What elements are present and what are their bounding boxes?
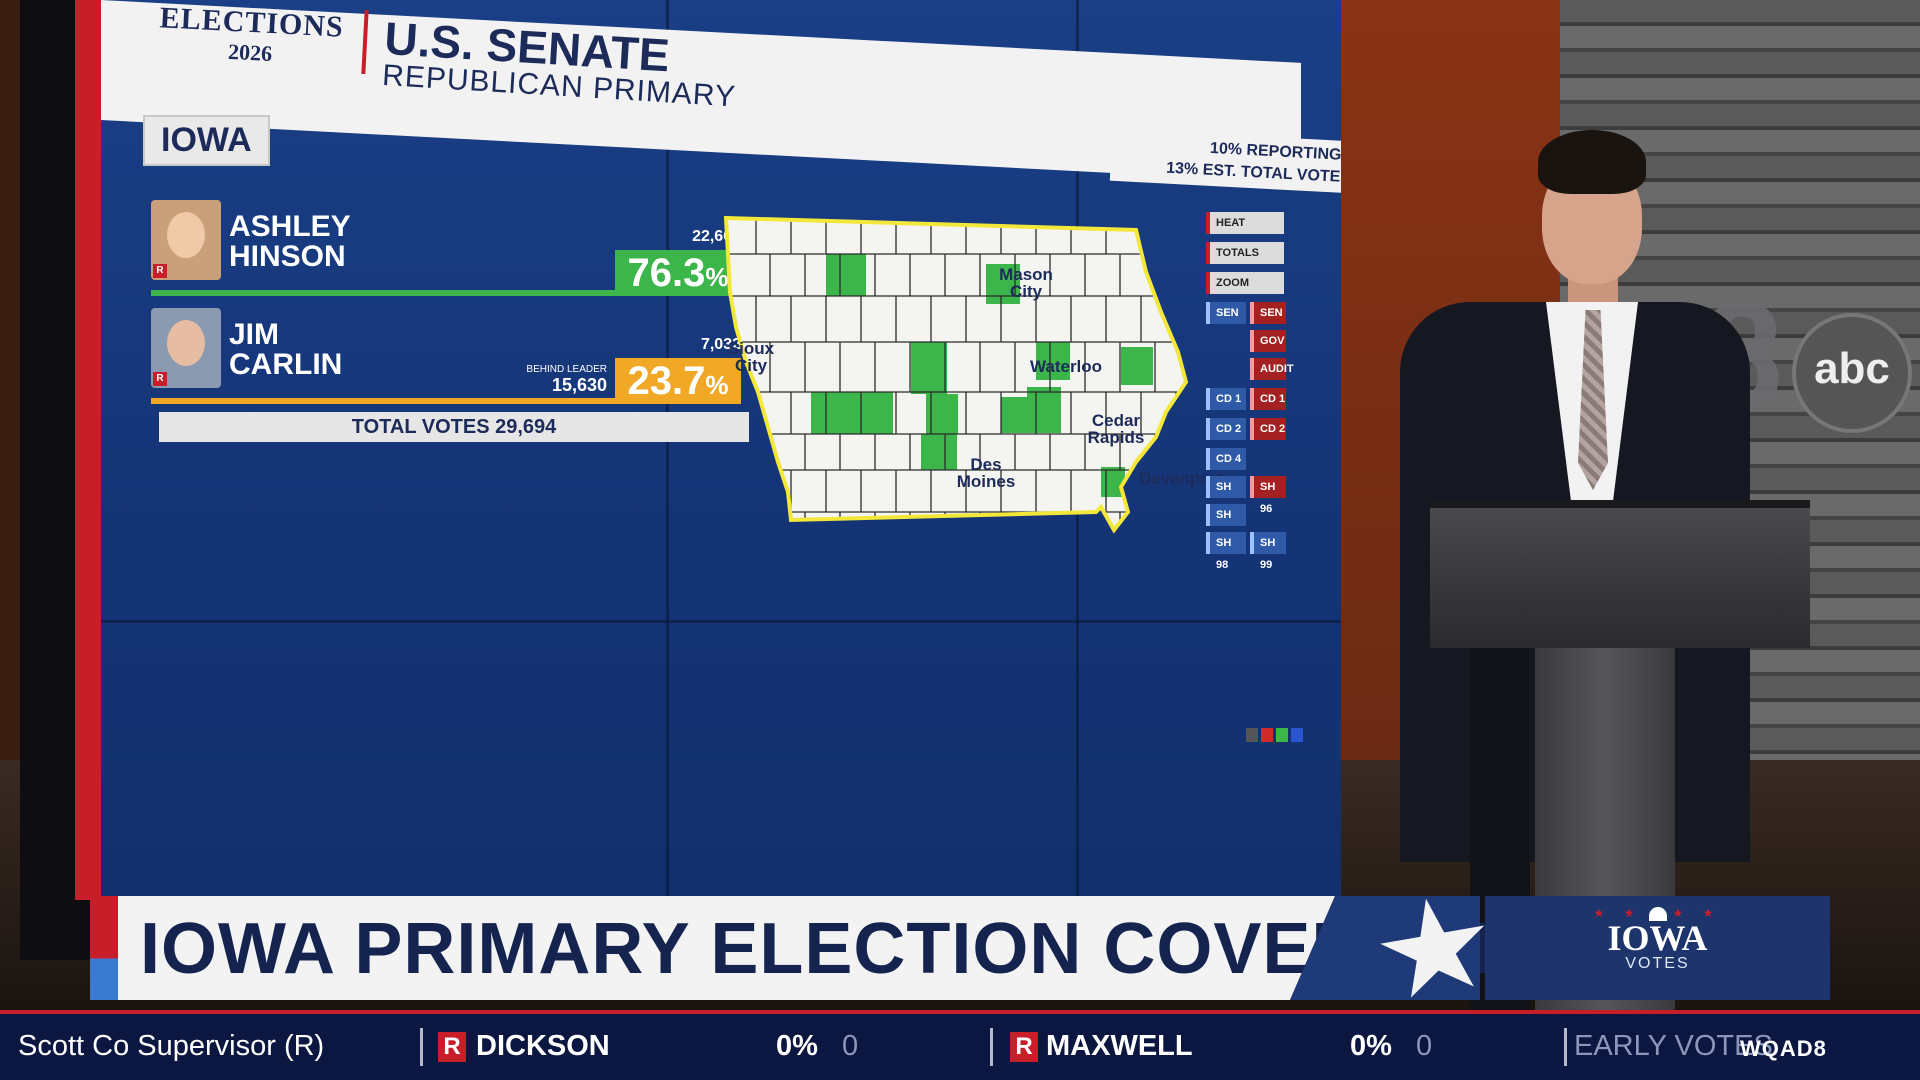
sh96-blue-button[interactable]: SH 96 — [1206, 476, 1246, 515]
candidate-photo: R — [151, 308, 221, 388]
candidate-percent-box: 76.3% — [615, 250, 741, 296]
abc-logo: abc — [1792, 313, 1912, 433]
swatch-blue[interactable] — [1291, 728, 1303, 742]
candidate-last-name: CARLIN — [229, 348, 343, 381]
city-label: Mason City — [999, 265, 1053, 301]
ticker-candidate-votes: 0 — [1416, 1030, 1433, 1062]
lower-third-headline: IOWA PRIMARY ELECTION COVERAGE — [140, 909, 1524, 989]
sh98-button[interactable]: SH 98 — [1206, 532, 1246, 571]
cd1-red-button[interactable]: CD 1 — [1250, 388, 1286, 410]
results-screen: ELECTIONS 2026 U.S. SENATE REPUBLICAN PR… — [75, 0, 1341, 900]
ticker-divider — [1564, 1028, 1567, 1066]
heat-button[interactable]: HEAT — [1206, 212, 1284, 234]
behind-leader: BEHIND LEADER 15,630 — [526, 364, 607, 396]
podium-top — [1430, 500, 1810, 648]
party-badge: R — [153, 264, 167, 278]
candidate-face — [167, 320, 205, 366]
city-label: Des Moines — [956, 455, 1016, 491]
party-badge: R — [438, 1032, 466, 1062]
ticker-candidate-percent: 0% — [1350, 1030, 1392, 1062]
presenter-hair — [1538, 130, 1646, 194]
ticker-race-name: Scott Co Supervisor (R) — [18, 1030, 325, 1062]
candidate-name: ASHLEY HINSON — [229, 212, 351, 272]
sh97-button[interactable]: SH 97 — [1206, 504, 1246, 543]
swatch-gray[interactable] — [1246, 728, 1258, 742]
city-label: Cedar Rapids — [1087, 411, 1145, 447]
ticker-divider — [990, 1028, 993, 1066]
ticker-candidate-percent: 0% — [776, 1030, 818, 1062]
cd2-blue-button[interactable]: CD 2 — [1206, 418, 1246, 440]
candidate-percent-box: 23.7% — [615, 358, 741, 404]
brand-line-1: IOWA — [1607, 917, 1708, 958]
candidate-row-hinson[interactable]: R ASHLEY HINSON 22,662 76.3% ✔ — [151, 200, 775, 296]
party-badge: R — [1010, 1032, 1038, 1062]
city-label: Waterloo — [1029, 357, 1103, 376]
sen-red-button[interactable]: SEN — [1250, 302, 1286, 324]
ticker-divider — [420, 1028, 423, 1066]
ticker-candidate-name: DICKSON — [476, 1030, 610, 1062]
behind-leader-value: 15,630 — [551, 375, 607, 395]
candidate-name: JIM CARLIN — [229, 320, 342, 380]
reporting-status: 10% REPORTING 13% EST. TOTAL VOTE — [1109, 128, 1341, 194]
behind-leader-label: BEHIND LEADER — [526, 364, 607, 375]
color-swatches[interactable] — [1246, 728, 1306, 747]
candidate-face — [167, 212, 205, 258]
capitol-icon — [1648, 906, 1667, 921]
cd1-blue-button[interactable]: CD 1 — [1206, 388, 1246, 410]
swatch-green[interactable] — [1276, 728, 1288, 742]
candidate-votes: 7,032 — [700, 336, 741, 353]
swatch-red[interactable] — [1261, 728, 1273, 742]
ticker-early-votes: EARLY VOTES — [1574, 1030, 1773, 1062]
sh99-button[interactable]: SH 99 — [1250, 532, 1286, 571]
sh96-red-button[interactable]: SH 96 — [1250, 476, 1286, 515]
iowa-votes-brand: ★ ★ ★ ★ IOWA VOTES — [1485, 896, 1830, 1000]
city-label: Sioux City — [727, 339, 775, 375]
iowa-county-map[interactable] — [716, 212, 1206, 612]
lower-third-stripe — [90, 896, 118, 1000]
station-logo: WQAD8 — [1740, 1036, 1827, 1061]
party-badge: R — [153, 372, 167, 386]
total-votes: TOTAL VOTES 29,694 — [159, 412, 749, 442]
ticker-candidate-votes: 0 — [842, 1030, 859, 1062]
county-borders — [726, 218, 1186, 530]
candidate-underline — [151, 398, 741, 404]
candidate-first-name: ASHLEY — [229, 210, 351, 243]
lower-third-banner — [90, 896, 1335, 1000]
candidate-percent: 76.3 — [627, 251, 706, 295]
candidate-last-name: HINSON — [229, 240, 346, 273]
totals-button[interactable]: TOTALS — [1206, 242, 1284, 264]
brand-line-2: VOTES — [1625, 954, 1690, 972]
zoom-button[interactable]: ZOOM — [1206, 272, 1284, 294]
candidate-row-carlin[interactable]: R JIM CARLIN 7,032 BEHIND LEADER 15,630 … — [151, 308, 741, 404]
candidate-first-name: JIM — [229, 318, 280, 351]
candidate-photo: R — [151, 200, 221, 280]
audit-button[interactable]: AUDIT — [1250, 358, 1294, 380]
elections-logo: ELECTIONS 2026 — [155, 1, 348, 71]
panel-seam — [101, 620, 1341, 623]
sen-blue-button[interactable]: SEN — [1206, 302, 1246, 324]
gov-button[interactable]: GOV — [1250, 330, 1286, 352]
brand-stars: ★ ★ ★ ★ — [1593, 906, 1722, 921]
panel-seam — [666, 0, 669, 900]
candidate-percent: 23.7 — [627, 359, 706, 403]
cd4-button[interactable]: CD 4 — [1206, 448, 1246, 470]
candidate-underline — [151, 290, 741, 296]
city-label: Davenport — [1138, 469, 1224, 488]
cd2-red-button[interactable]: CD 2 — [1250, 418, 1286, 440]
state-outline — [723, 215, 1189, 534]
ticker-candidate-name: MAXWELL — [1046, 1030, 1193, 1062]
results-ticker: Scott Co Supervisor (R) R DICKSON 0% 0 R… — [0, 1010, 1920, 1080]
state-tag: IOWA — [143, 115, 270, 166]
video-wall: ELECTIONS 2026 U.S. SENATE REPUBLICAN PR… — [20, 0, 1341, 960]
